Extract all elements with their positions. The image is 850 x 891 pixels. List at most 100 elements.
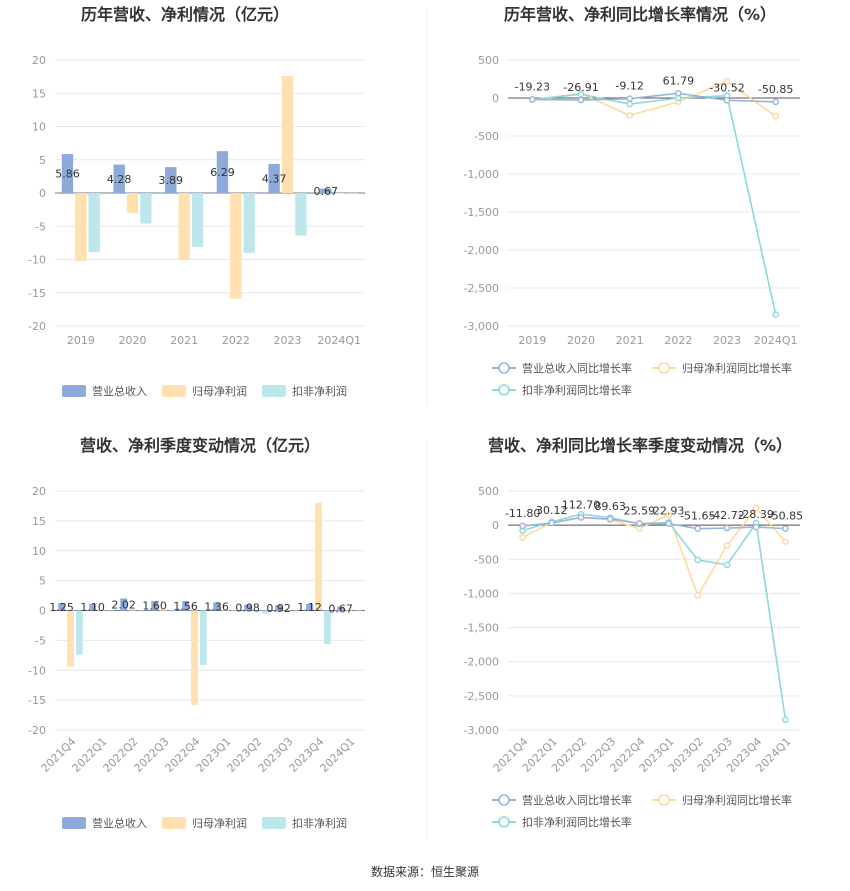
annual-revenue-profit-bar-chart: 历年营收、净利情况（亿元） 20 15 10 5 0 -5 -10 -15 -20 2019 2020…	[28, 5, 365, 398]
net-profit-growth-point	[752, 504, 760, 512]
bar-net-profit	[281, 75, 294, 193]
y-tick-label: 10	[32, 121, 46, 134]
bar-data-label: 2.02	[111, 598, 136, 611]
legend-label: 扣非净利润同比增长率	[522, 383, 632, 397]
y-tick-label: -500	[474, 553, 499, 566]
bar-data-label: 1.36	[204, 600, 229, 613]
legend-label: 归母净利润同比增长率	[682, 361, 792, 375]
revenue-growth-point	[548, 519, 556, 527]
line-data-label: -28.39	[738, 508, 773, 521]
bar-net-profit	[253, 610, 260, 612]
y-tick-label: 0	[492, 92, 499, 105]
bar-revenue	[337, 606, 345, 611]
revenue-growth-point	[665, 520, 672, 527]
y-tick-label: -1,500	[464, 206, 499, 219]
line-data-label: -26.91	[563, 81, 598, 94]
bar-data-label: 4.37	[262, 172, 287, 185]
line-data-label: -50.85	[758, 83, 793, 96]
x-tick-label: 2020	[567, 334, 595, 347]
bar-revenue	[244, 604, 252, 611]
bar-deducted-profit	[168, 610, 176, 612]
bar-data-label: 0.67	[328, 602, 353, 615]
legend-swatch	[62, 385, 86, 397]
y-tick-label: 5	[39, 154, 46, 167]
bar-deducted-profit	[346, 193, 359, 194]
revenue-growth-point	[782, 525, 789, 532]
legend-label: 归母净利润同比增长率	[682, 793, 792, 807]
bar-net-profit	[129, 609, 136, 611]
bar-revenue	[320, 188, 332, 193]
revenue-growth-point	[772, 98, 779, 106]
legend-label: 归母净利润	[192, 384, 247, 398]
quarterly-revenue-profit-bar-chart: 营收、净利季度变动情况（亿元）20151050-5-10-15-202021Q4…	[28, 436, 365, 830]
bar-net-profit	[191, 610, 198, 705]
revenue-growth-point	[626, 95, 633, 102]
deducted-profit-growth-line	[522, 513, 787, 720]
y-tick-label: -15	[28, 694, 46, 707]
legend-label: 营业总收入同比增长率	[522, 361, 632, 375]
line-data-label: 22.93	[653, 505, 685, 518]
bar-deducted-profit	[140, 193, 152, 224]
y-tick-label: 20	[32, 54, 46, 67]
bar-net-profit	[333, 193, 345, 194]
bar-data-label: 0.67	[314, 185, 339, 198]
y-tick-label: 5	[39, 575, 46, 588]
net-profit-growth-point	[519, 534, 526, 541]
y-tick-label: -3,000	[464, 320, 499, 333]
y-tick-label: -500	[474, 130, 499, 143]
deducted-profit-growth-point	[694, 556, 702, 564]
revenue-growth-line	[532, 92, 776, 103]
x-tick-label: 2023	[713, 334, 741, 347]
revenue-growth-point	[752, 523, 760, 531]
y-tick-label: -20	[28, 724, 46, 737]
revenue-growth-point	[606, 515, 614, 523]
bar-deducted-profit	[191, 193, 204, 247]
x-tick-label: 2024Q1	[317, 334, 361, 347]
line-data-label: 89.63	[594, 500, 626, 513]
deducted-profit-growth-point	[723, 561, 731, 569]
x-tick-label: 2020	[119, 334, 147, 347]
revenue-growth-point	[577, 96, 585, 104]
y-tick-label: -2,000	[464, 656, 499, 669]
revenue-growth-point	[694, 525, 702, 532]
net-profit-growth-point	[772, 112, 779, 120]
line-data-label: -19.23	[515, 80, 550, 93]
line-data-label: -30.52	[709, 81, 744, 94]
y-tick-label: -1,000	[464, 587, 499, 600]
y-tick-label: -1,000	[464, 168, 499, 181]
deducted-profit-growth-line	[532, 93, 777, 315]
y-tick-label: -1,500	[464, 622, 499, 635]
y-tick-label: 15	[32, 87, 46, 100]
bar-net-profit	[346, 610, 353, 612]
annual-growth-rate-line-chart: 历年营收、净利同比增长率情况（%） 500 0 -500 -1,000 -1,500 -2,…	[464, 5, 800, 397]
line-data-label: 30.12	[536, 504, 568, 517]
bar-revenue	[216, 151, 229, 193]
bar-deducted-profit	[354, 610, 362, 612]
quarterly-growth-rate-line-chart: 营收、净利同比增长率季度变动情况（%） 500 0 -500 -1,000 -1,500 -…	[464, 436, 804, 829]
bar-revenue	[275, 605, 283, 611]
bar-deducted-profit	[243, 193, 255, 253]
chart-legend: 营业总收入 归母净利润 扣非净利润	[62, 816, 347, 830]
legend-swatch	[262, 385, 286, 397]
line-data-label: -11.80	[505, 507, 540, 520]
x-tick-label: 2024Q1	[318, 735, 358, 775]
bar-deducted-profit	[292, 610, 300, 612]
legend-label: 扣非净利润	[292, 384, 347, 398]
legend-marker	[498, 816, 510, 828]
legend-marker	[498, 384, 510, 396]
line-data-label: 25.59	[624, 504, 656, 517]
legend-label: 营业总收入同比增长率	[522, 793, 632, 807]
bar-net-profit	[126, 193, 139, 213]
bar-deducted-profit	[88, 193, 100, 253]
revenue-growth-point	[723, 524, 731, 532]
chart-legend: 营业总收入 归母净利润 扣非净利润	[62, 384, 347, 398]
revenue-growth-point	[675, 90, 682, 97]
x-tick-label: 2021	[170, 334, 198, 347]
y-tick-label: -10	[28, 664, 46, 677]
legend-swatch	[162, 817, 186, 829]
bar-data-label: 5.86	[55, 168, 80, 181]
bar-revenue	[151, 600, 159, 611]
bar-data-label: 6.29	[210, 166, 235, 179]
